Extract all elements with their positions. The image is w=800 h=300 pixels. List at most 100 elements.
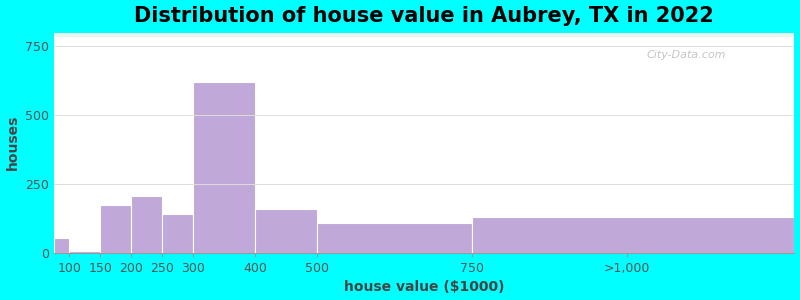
Bar: [54, 34, 794, 36]
Bar: [54, 34, 794, 36]
Bar: [54, 33, 794, 35]
Bar: [54, 34, 794, 36]
Bar: [54, 34, 794, 36]
Bar: [54, 33, 794, 35]
Bar: [54, 33, 794, 35]
Bar: [54, 34, 794, 37]
Bar: [54, 34, 794, 36]
Bar: [54, 34, 794, 37]
Bar: [54, 33, 794, 35]
Bar: [54, 34, 794, 37]
Bar: [54, 35, 794, 37]
Bar: [54, 34, 794, 36]
Bar: [54, 34, 794, 37]
Bar: [54, 34, 794, 37]
Bar: [54, 33, 794, 35]
Bar: [54, 34, 794, 36]
Bar: [54, 34, 794, 36]
Bar: [194, 82, 255, 253]
Bar: [54, 33, 794, 35]
Bar: [54, 34, 794, 36]
Bar: [54, 34, 794, 36]
Bar: [54, 33, 794, 35]
Bar: [54, 34, 794, 36]
Bar: [54, 33, 794, 35]
Bar: [54, 33, 794, 35]
Bar: [54, 34, 794, 36]
Bar: [54, 33, 794, 35]
Bar: [54, 33, 794, 35]
Bar: [54, 33, 794, 35]
Bar: [54, 34, 794, 36]
Bar: [54, 33, 794, 35]
Bar: [54, 34, 794, 36]
Bar: [54, 33, 794, 35]
Bar: [54, 33, 794, 35]
Bar: [54, 33, 794, 35]
Bar: [54, 34, 794, 36]
Bar: [54, 35, 794, 37]
Bar: [54, 34, 794, 36]
Bar: [54, 33, 794, 35]
Bar: [54, 33, 794, 36]
Y-axis label: houses: houses: [6, 115, 19, 170]
Bar: [54, 34, 794, 36]
Bar: [54, 34, 794, 36]
Bar: [54, 34, 794, 37]
Bar: [54, 35, 794, 37]
Bar: [54, 33, 794, 36]
Bar: [54, 33, 794, 35]
Bar: [54, 34, 794, 37]
Bar: [54, 35, 794, 37]
Bar: [54, 33, 794, 35]
Bar: [54, 33, 794, 35]
Bar: [54, 33, 794, 35]
Bar: [255, 209, 318, 253]
Bar: [54, 34, 794, 36]
Bar: [54, 33, 794, 35]
Bar: [54, 34, 794, 37]
Bar: [54, 34, 794, 37]
Bar: [54, 34, 794, 36]
Bar: [54, 34, 794, 37]
Bar: [54, 33, 794, 36]
Bar: [54, 34, 794, 36]
Bar: [54, 34, 794, 36]
Bar: [54, 34, 794, 36]
Bar: [54, 34, 794, 37]
Bar: [54, 35, 794, 37]
Bar: [54, 34, 794, 37]
Bar: [54, 34, 794, 36]
Bar: [54, 33, 794, 36]
Bar: [54, 33, 794, 35]
Bar: [54, 34, 794, 36]
X-axis label: house value ($1000): house value ($1000): [344, 280, 505, 294]
Bar: [101, 205, 131, 253]
Bar: [54, 33, 794, 35]
Bar: [54, 34, 794, 37]
Bar: [54, 34, 794, 36]
Bar: [54, 33, 794, 35]
Bar: [54, 34, 794, 36]
Bar: [318, 223, 472, 253]
Bar: [54, 34, 794, 36]
Bar: [54, 35, 794, 37]
Bar: [131, 196, 162, 253]
Bar: [54, 35, 794, 37]
Bar: [54, 34, 794, 36]
Bar: [54, 34, 794, 37]
Bar: [54, 34, 794, 36]
Bar: [54, 34, 794, 36]
Bar: [54, 34, 794, 37]
Bar: [54, 34, 794, 36]
Bar: [54, 34, 794, 37]
Bar: [54, 34, 794, 37]
Bar: [54, 33, 794, 35]
Bar: [54, 34, 794, 36]
Bar: [54, 34, 794, 36]
Bar: [54, 34, 794, 36]
Bar: [162, 214, 194, 253]
Bar: [54, 35, 794, 37]
Title: Distribution of house value in Aubrey, TX in 2022: Distribution of house value in Aubrey, T…: [134, 6, 714, 26]
Bar: [54, 34, 794, 37]
